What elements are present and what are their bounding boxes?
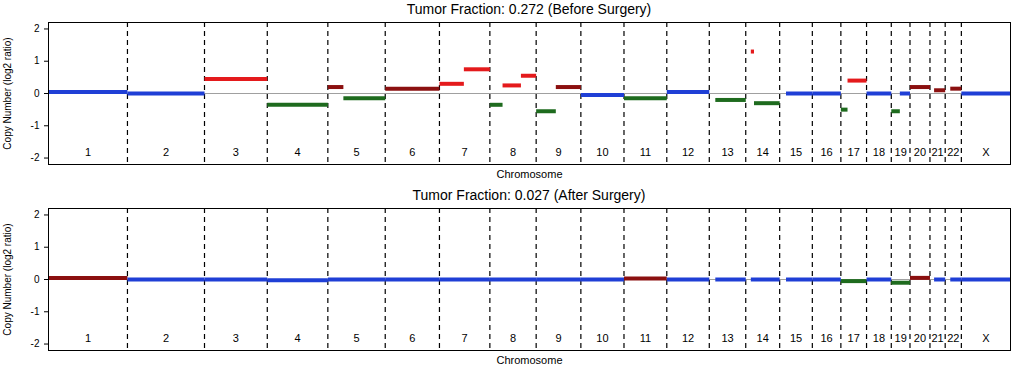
html-text:Tumor Fraction: 0.027 (After S: Tumor Fraction: 0.027 (After Surgery) bbox=[412, 187, 646, 203]
svg-text:11: 11 bbox=[640, 146, 651, 158]
svg-text:8: 8 bbox=[510, 146, 516, 158]
svg-text:16: 16 bbox=[820, 146, 832, 158]
svg-text:7: 7 bbox=[462, 146, 468, 158]
svg-text:19: 19 bbox=[895, 332, 907, 344]
svg-text:16: 16 bbox=[820, 332, 832, 344]
svg-text:10: 10 bbox=[596, 146, 608, 158]
svg-text:15: 15 bbox=[790, 146, 802, 158]
svg-text:17: 17 bbox=[848, 332, 860, 344]
svg-text:18: 18 bbox=[873, 146, 885, 158]
svg-text:9: 9 bbox=[555, 146, 561, 158]
svg-text:19: 19 bbox=[895, 146, 907, 158]
svg-text:5: 5 bbox=[353, 146, 359, 158]
svg-text:Copy Number (log2 ratio): Copy Number (log2 ratio) bbox=[2, 37, 13, 149]
svg-text:2: 2 bbox=[163, 332, 169, 344]
svg-text:0: 0 bbox=[34, 274, 40, 285]
svg-text:-1: -1 bbox=[31, 306, 40, 317]
svg-text:1: 1 bbox=[85, 146, 91, 158]
svg-text:18: 18 bbox=[873, 332, 885, 344]
svg-text:20: 20 bbox=[914, 146, 926, 158]
svg-text:2: 2 bbox=[34, 23, 40, 34]
svg-text:2: 2 bbox=[34, 209, 40, 220]
svg-text:6: 6 bbox=[409, 332, 415, 344]
svg-text:15: 15 bbox=[790, 332, 802, 344]
svg-text:17: 17 bbox=[848, 146, 860, 158]
svg-text:0: 0 bbox=[34, 88, 40, 99]
svg-text:13: 13 bbox=[721, 332, 733, 344]
svg-text:-2: -2 bbox=[31, 338, 40, 349]
svg-text:6: 6 bbox=[409, 146, 415, 158]
svg-text:Chromosome: Chromosome bbox=[496, 168, 562, 180]
svg-text:7: 7 bbox=[462, 332, 468, 344]
svg-text:22: 22 bbox=[947, 146, 959, 158]
svg-text:12: 12 bbox=[682, 146, 694, 158]
svg-text:Chromosome: Chromosome bbox=[496, 354, 562, 366]
svg-text:13: 13 bbox=[721, 146, 733, 158]
svg-text:-2: -2 bbox=[31, 152, 40, 163]
svg-text:X: X bbox=[982, 146, 990, 158]
svg-text:5: 5 bbox=[353, 332, 359, 344]
html-text:Tumor Fraction: 0.272 (Before: Tumor Fraction: 0.272 (Before Surgery) bbox=[406, 1, 652, 17]
svg-text:1: 1 bbox=[34, 241, 40, 252]
svg-text:9: 9 bbox=[555, 332, 561, 344]
svg-text:14: 14 bbox=[757, 332, 769, 344]
svg-text:4: 4 bbox=[294, 146, 300, 158]
svg-text:1: 1 bbox=[85, 332, 91, 344]
svg-text:2: 2 bbox=[163, 146, 169, 158]
svg-text:3: 3 bbox=[233, 146, 239, 158]
svg-text:10: 10 bbox=[596, 332, 608, 344]
svg-text:Copy Number (log2 ratio): Copy Number (log2 ratio) bbox=[2, 223, 13, 335]
svg-text:3: 3 bbox=[233, 332, 239, 344]
svg-text:-1: -1 bbox=[31, 120, 40, 131]
svg-text:20: 20 bbox=[914, 332, 926, 344]
svg-text:14: 14 bbox=[757, 146, 769, 158]
svg-text:11: 11 bbox=[640, 332, 651, 344]
svg-text:22: 22 bbox=[947, 332, 959, 344]
svg-text:4: 4 bbox=[294, 332, 300, 344]
svg-text:21: 21 bbox=[931, 332, 943, 344]
svg-text:21: 21 bbox=[931, 146, 943, 158]
svg-text:8: 8 bbox=[510, 332, 516, 344]
svg-text:X: X bbox=[982, 332, 990, 344]
svg-text:12: 12 bbox=[682, 332, 694, 344]
svg-text:1: 1 bbox=[34, 55, 40, 66]
